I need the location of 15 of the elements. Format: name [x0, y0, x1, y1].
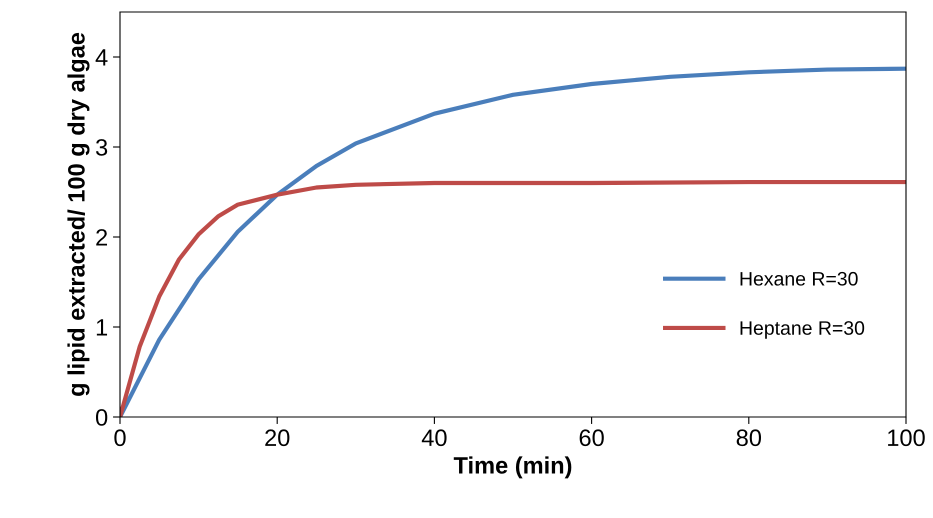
x-tick-label: 80 — [736, 429, 762, 446]
x-tick-label: 100 — [888, 429, 925, 446]
x-axis-title: Time (min) — [454, 456, 572, 478]
y-tick-label: 1 — [96, 319, 108, 336]
y-tick-label: 2 — [96, 229, 108, 246]
x-tick-label: 20 — [265, 429, 290, 446]
legend-label: Heptane R=30 — [740, 321, 864, 339]
legend-label: Hexane R=30 — [740, 272, 858, 286]
y-tick-label: 4 — [96, 49, 108, 66]
x-tick-label: 60 — [580, 429, 604, 446]
y-tick-label: 0 — [96, 409, 108, 426]
x-tick-label: 0 — [114, 429, 126, 446]
x-tick-label: 40 — [422, 429, 447, 446]
y-axis-title: g lipid extracted/ 100 g dry algae — [67, 32, 90, 396]
y-tick-label: 3 — [96, 139, 108, 156]
